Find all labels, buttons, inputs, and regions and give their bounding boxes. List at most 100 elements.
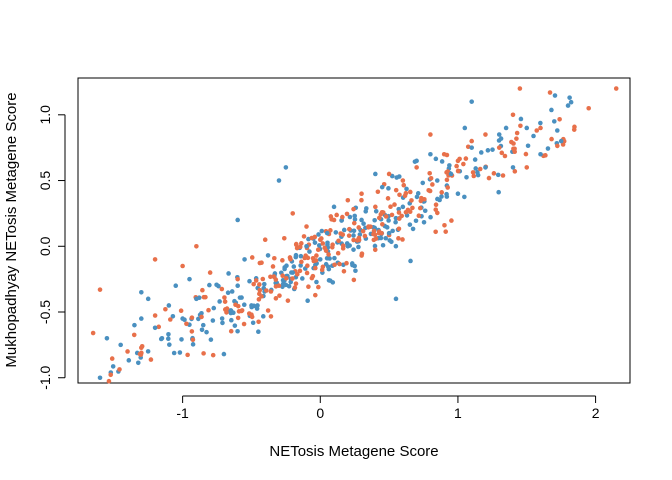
scatter-point [341, 227, 347, 233]
scatter-point [97, 375, 103, 381]
plot-frame [77, 77, 631, 384]
scatter-point [283, 276, 289, 281]
scatter-point [449, 218, 454, 223]
scatter-point [249, 303, 254, 308]
scatter-point [118, 342, 123, 348]
scatter-point [514, 130, 520, 136]
scatter-point [297, 244, 303, 250]
scatter-point [351, 206, 356, 212]
scatter-point [272, 255, 277, 261]
scatter-point [109, 356, 115, 361]
scatter-point [352, 213, 358, 219]
scatter-point [148, 357, 154, 362]
scatter-point [216, 283, 221, 289]
scatter-point [359, 191, 364, 196]
scatter-point [360, 228, 366, 234]
scatter-point [332, 255, 337, 261]
scatter-point [470, 170, 476, 175]
scatter-point [219, 316, 225, 321]
scatter-point [352, 217, 358, 222]
scatter-point [420, 180, 426, 186]
scatter-point [475, 172, 481, 178]
scatter-point [178, 308, 184, 314]
x-axis-title: NETosis Metagene Score [269, 443, 438, 460]
scatter-point [345, 243, 351, 249]
scatter-point [232, 323, 238, 328]
scatter-point [326, 252, 331, 257]
scatter-point [549, 107, 554, 113]
scatter-point [385, 196, 391, 201]
x-tick-label: 2 [592, 405, 600, 421]
scatter-point [305, 263, 310, 269]
y-tick-label: 0.5 [37, 171, 53, 191]
scatter-point [399, 213, 405, 219]
scatter-point [418, 198, 424, 204]
scatter-point [379, 184, 385, 190]
scatter-point [253, 278, 259, 283]
scatter-point [139, 289, 144, 295]
scatter-point [194, 243, 199, 249]
scatter-point [283, 282, 289, 288]
scatter-point [478, 150, 484, 155]
scatter-point [163, 306, 168, 312]
scatter-point [400, 237, 405, 242]
scatter-point [463, 156, 469, 161]
scatter-point [400, 178, 406, 183]
scatter-point [340, 243, 346, 248]
scatter-point [210, 352, 216, 358]
scatter-point [293, 241, 299, 247]
scatter-point [166, 331, 171, 337]
scatter-point [344, 211, 350, 217]
scatter-point [538, 120, 543, 126]
scatter-point [304, 270, 310, 276]
scatter-point [295, 271, 300, 277]
scatter-point [517, 86, 523, 91]
scatter-point [362, 233, 368, 239]
scatter-point [434, 178, 440, 183]
scatter-point [437, 197, 442, 203]
y-tick-label: -1.0 [37, 365, 53, 389]
scatter-point [235, 283, 240, 289]
scatter-point [242, 257, 247, 262]
scatter-point [106, 378, 112, 384]
scatter-point [292, 285, 298, 290]
scatter-point [322, 245, 328, 251]
scatter-point [190, 342, 196, 347]
scatter-point [265, 253, 271, 258]
scatter-point [386, 218, 391, 223]
scatter-point [345, 197, 351, 203]
scatter-point [291, 264, 297, 269]
scatter-point [210, 318, 216, 323]
scatter-point [283, 165, 289, 170]
scatter-point [247, 278, 252, 284]
scatter-point [372, 217, 377, 223]
scatter-point [273, 296, 279, 301]
scatter-point [235, 315, 241, 321]
scatter-point [235, 217, 240, 223]
y-tick-label: 1.0 [37, 105, 53, 125]
scatter-point [401, 182, 407, 188]
scatter-point [403, 209, 409, 215]
scatter-point [421, 219, 427, 225]
scatter-point [314, 253, 319, 258]
scatter-point [300, 276, 305, 281]
scatter-point [268, 274, 273, 280]
scatter-point [397, 192, 402, 198]
scatter-point [388, 204, 393, 210]
scatter-point [372, 232, 378, 238]
scatter-point [257, 287, 263, 293]
scatter-point [534, 128, 540, 133]
scatter-point [469, 145, 475, 150]
scatter-point [256, 329, 261, 335]
scatter-point [207, 270, 213, 275]
scatter-point [190, 337, 196, 343]
scatter-point [334, 212, 339, 218]
scatter-point [290, 276, 295, 281]
scatter-point [222, 299, 228, 304]
scatter-point [407, 189, 413, 195]
scatter-point [317, 257, 323, 262]
scatter-point [139, 344, 145, 349]
scatter-point [547, 90, 553, 95]
scatter-point [226, 271, 231, 276]
scatter-point [228, 328, 234, 334]
